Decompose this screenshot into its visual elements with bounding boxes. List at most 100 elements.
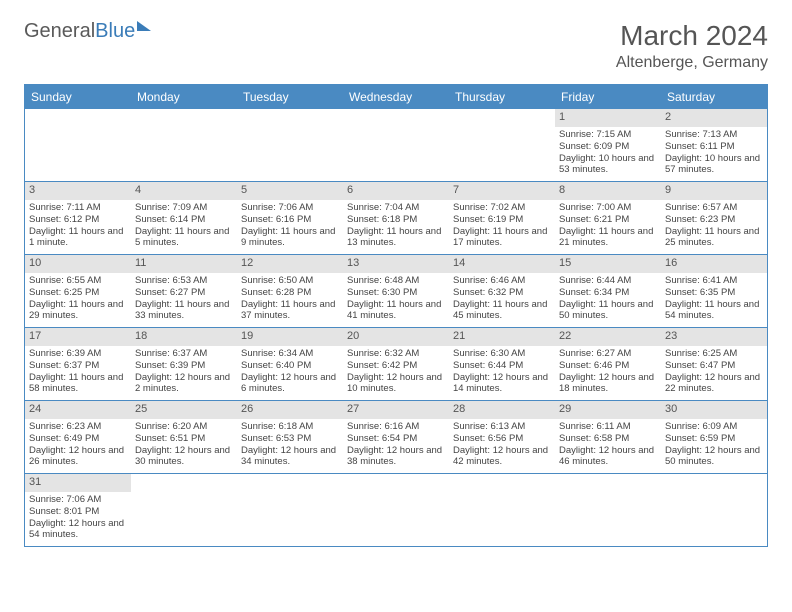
- sunrise-text: Sunrise: 6:13 AM: [453, 421, 551, 433]
- calendar-cell: 7Sunrise: 7:02 AMSunset: 6:19 PMDaylight…: [449, 182, 555, 254]
- sunrise-text: Sunrise: 6:27 AM: [559, 348, 657, 360]
- logo-triangle-icon: [137, 21, 151, 31]
- calendar-cell: 23Sunrise: 6:25 AMSunset: 6:47 PMDayligh…: [661, 328, 767, 400]
- calendar-cell: 24Sunrise: 6:23 AMSunset: 6:49 PMDayligh…: [25, 401, 131, 473]
- calendar-cell: [25, 109, 131, 181]
- logo-text-2: Blue: [95, 20, 135, 43]
- day-number: 28: [449, 401, 555, 419]
- day-header-friday: Friday: [555, 85, 661, 109]
- daylight-text: Daylight: 12 hours and 26 minutes.: [29, 445, 127, 469]
- day-number: 4: [131, 182, 237, 200]
- day-number: 27: [343, 401, 449, 419]
- calendar-cell: 12Sunrise: 6:50 AMSunset: 6:28 PMDayligh…: [237, 255, 343, 327]
- day-number: 13: [343, 255, 449, 273]
- sunset-text: Sunset: 8:01 PM: [29, 506, 127, 518]
- sunrise-text: Sunrise: 7:04 AM: [347, 202, 445, 214]
- sunrise-text: Sunrise: 6:48 AM: [347, 275, 445, 287]
- day-number: 7: [449, 182, 555, 200]
- sunset-text: Sunset: 6:18 PM: [347, 214, 445, 226]
- logo-text-1: General: [24, 20, 95, 43]
- cell-content: Sunrise: 6:57 AMSunset: 6:23 PMDaylight:…: [661, 200, 767, 254]
- day-number: 29: [555, 401, 661, 419]
- day-number: 16: [661, 255, 767, 273]
- title-block: March 2024 Altenberge, Germany: [616, 20, 768, 72]
- calendar-cell: 27Sunrise: 6:16 AMSunset: 6:54 PMDayligh…: [343, 401, 449, 473]
- cell-content: Sunrise: 6:25 AMSunset: 6:47 PMDaylight:…: [661, 346, 767, 400]
- calendar-row: 3Sunrise: 7:11 AMSunset: 6:12 PMDaylight…: [25, 182, 767, 255]
- day-number: 9: [661, 182, 767, 200]
- calendar-cell: 19Sunrise: 6:34 AMSunset: 6:40 PMDayligh…: [237, 328, 343, 400]
- calendar-cell: 20Sunrise: 6:32 AMSunset: 6:42 PMDayligh…: [343, 328, 449, 400]
- cell-content: Sunrise: 6:13 AMSunset: 6:56 PMDaylight:…: [449, 419, 555, 473]
- sunset-text: Sunset: 6:32 PM: [453, 287, 551, 299]
- calendar-row: 1Sunrise: 7:15 AMSunset: 6:09 PMDaylight…: [25, 109, 767, 182]
- calendar-cell: 16Sunrise: 6:41 AMSunset: 6:35 PMDayligh…: [661, 255, 767, 327]
- day-number: 6: [343, 182, 449, 200]
- day-number: 2: [661, 109, 767, 127]
- calendar-cell: 14Sunrise: 6:46 AMSunset: 6:32 PMDayligh…: [449, 255, 555, 327]
- daylight-text: Daylight: 11 hours and 58 minutes.: [29, 372, 127, 396]
- daylight-text: Daylight: 12 hours and 46 minutes.: [559, 445, 657, 469]
- sunrise-text: Sunrise: 6:41 AM: [665, 275, 763, 287]
- calendar-cell: [449, 109, 555, 181]
- calendar-cell: [131, 109, 237, 181]
- day-number: 11: [131, 255, 237, 273]
- sunset-text: Sunset: 6:21 PM: [559, 214, 657, 226]
- cell-content: Sunrise: 6:37 AMSunset: 6:39 PMDaylight:…: [131, 346, 237, 400]
- sunset-text: Sunset: 6:59 PM: [665, 433, 763, 445]
- sunset-text: Sunset: 6:28 PM: [241, 287, 339, 299]
- daylight-text: Daylight: 11 hours and 1 minute.: [29, 226, 127, 250]
- day-number: 17: [25, 328, 131, 346]
- sunrise-text: Sunrise: 6:57 AM: [665, 202, 763, 214]
- sunrise-text: Sunrise: 6:46 AM: [453, 275, 551, 287]
- calendar-cell: 31Sunrise: 7:06 AMSunset: 8:01 PMDayligh…: [25, 474, 131, 546]
- calendar-cell: 28Sunrise: 6:13 AMSunset: 6:56 PMDayligh…: [449, 401, 555, 473]
- daylight-text: Daylight: 11 hours and 25 minutes.: [665, 226, 763, 250]
- sunrise-text: Sunrise: 7:15 AM: [559, 129, 657, 141]
- sunrise-text: Sunrise: 6:44 AM: [559, 275, 657, 287]
- cell-content: Sunrise: 7:09 AMSunset: 6:14 PMDaylight:…: [131, 200, 237, 254]
- cell-content: Sunrise: 6:16 AMSunset: 6:54 PMDaylight:…: [343, 419, 449, 473]
- sunset-text: Sunset: 6:12 PM: [29, 214, 127, 226]
- sunset-text: Sunset: 6:25 PM: [29, 287, 127, 299]
- calendar-cell: [237, 109, 343, 181]
- sunrise-text: Sunrise: 6:55 AM: [29, 275, 127, 287]
- cell-content: Sunrise: 7:13 AMSunset: 6:11 PMDaylight:…: [661, 127, 767, 181]
- calendar-row: 24Sunrise: 6:23 AMSunset: 6:49 PMDayligh…: [25, 401, 767, 474]
- sunrise-text: Sunrise: 7:02 AM: [453, 202, 551, 214]
- calendar-cell: 10Sunrise: 6:55 AMSunset: 6:25 PMDayligh…: [25, 255, 131, 327]
- sunrise-text: Sunrise: 6:25 AM: [665, 348, 763, 360]
- sunrise-text: Sunrise: 6:39 AM: [29, 348, 127, 360]
- sunrise-text: Sunrise: 7:09 AM: [135, 202, 233, 214]
- day-number: 25: [131, 401, 237, 419]
- calendar-cell: 17Sunrise: 6:39 AMSunset: 6:37 PMDayligh…: [25, 328, 131, 400]
- calendar-body: 1Sunrise: 7:15 AMSunset: 6:09 PMDaylight…: [25, 109, 767, 547]
- daylight-text: Daylight: 11 hours and 21 minutes.: [559, 226, 657, 250]
- sunrise-text: Sunrise: 6:23 AM: [29, 421, 127, 433]
- cell-content: Sunrise: 6:34 AMSunset: 6:40 PMDaylight:…: [237, 346, 343, 400]
- sunset-text: Sunset: 6:49 PM: [29, 433, 127, 445]
- day-number: 10: [25, 255, 131, 273]
- sunrise-text: Sunrise: 6:50 AM: [241, 275, 339, 287]
- sunset-text: Sunset: 6:14 PM: [135, 214, 233, 226]
- calendar-cell: 13Sunrise: 6:48 AMSunset: 6:30 PMDayligh…: [343, 255, 449, 327]
- month-title: March 2024: [616, 20, 768, 52]
- sunrise-text: Sunrise: 7:06 AM: [241, 202, 339, 214]
- sunset-text: Sunset: 6:11 PM: [665, 141, 763, 153]
- daylight-text: Daylight: 12 hours and 10 minutes.: [347, 372, 445, 396]
- calendar-cell: [343, 109, 449, 181]
- day-number: 5: [237, 182, 343, 200]
- calendar-cell: 5Sunrise: 7:06 AMSunset: 6:16 PMDaylight…: [237, 182, 343, 254]
- daylight-text: Daylight: 12 hours and 2 minutes.: [135, 372, 233, 396]
- sunrise-text: Sunrise: 6:11 AM: [559, 421, 657, 433]
- cell-content: Sunrise: 6:46 AMSunset: 6:32 PMDaylight:…: [449, 273, 555, 327]
- cell-content: Sunrise: 7:02 AMSunset: 6:19 PMDaylight:…: [449, 200, 555, 254]
- sunrise-text: Sunrise: 6:09 AM: [665, 421, 763, 433]
- sunrise-text: Sunrise: 7:11 AM: [29, 202, 127, 214]
- sunrise-text: Sunrise: 6:37 AM: [135, 348, 233, 360]
- calendar-row: 17Sunrise: 6:39 AMSunset: 6:37 PMDayligh…: [25, 328, 767, 401]
- calendar-cell: 2Sunrise: 7:13 AMSunset: 6:11 PMDaylight…: [661, 109, 767, 181]
- cell-content: Sunrise: 7:11 AMSunset: 6:12 PMDaylight:…: [25, 200, 131, 254]
- daylight-text: Daylight: 12 hours and 50 minutes.: [665, 445, 763, 469]
- calendar-cell: 4Sunrise: 7:09 AMSunset: 6:14 PMDaylight…: [131, 182, 237, 254]
